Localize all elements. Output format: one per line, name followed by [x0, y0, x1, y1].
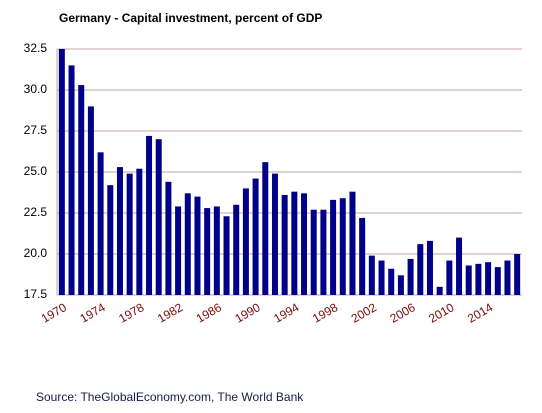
x-tick-label: 1970	[39, 300, 69, 326]
bar	[485, 262, 492, 295]
bar	[194, 196, 201, 295]
bar	[175, 206, 182, 295]
bar	[281, 194, 288, 295]
bar	[87, 106, 94, 296]
bar	[107, 185, 114, 295]
bar	[242, 188, 249, 295]
bar	[271, 173, 278, 295]
bar	[436, 286, 443, 295]
x-tick-label: 1990	[233, 300, 263, 326]
x-tick-label: 1986	[194, 300, 224, 326]
y-tick-label: 20.0	[24, 246, 48, 260]
bar	[291, 191, 298, 295]
bar	[446, 260, 453, 295]
bar	[378, 260, 385, 295]
bar	[310, 209, 317, 295]
x-tick-label: 2006	[388, 300, 418, 326]
x-tick-label: 1982	[155, 300, 185, 326]
x-tick-label: 1998	[310, 300, 340, 326]
bar	[301, 193, 308, 295]
source-note: Source: TheGlobalEconomy.com, The World …	[36, 390, 304, 404]
bar	[504, 260, 511, 295]
bar	[126, 173, 133, 295]
bar	[136, 168, 143, 295]
bar	[204, 208, 211, 295]
bar	[155, 139, 162, 295]
chart-title: Germany - Capital investment, percent of…	[59, 11, 322, 25]
bar	[388, 268, 395, 295]
bar	[252, 178, 259, 295]
bar	[494, 267, 501, 295]
bar	[465, 265, 472, 295]
x-tick-label: 2010	[426, 300, 456, 326]
y-tick-label: 25.0	[24, 164, 48, 178]
bar	[339, 198, 346, 295]
bar	[58, 49, 65, 295]
bar	[184, 193, 191, 295]
bar	[320, 209, 327, 295]
bar	[97, 152, 104, 295]
bar	[165, 181, 172, 295]
bar	[368, 255, 375, 295]
bar	[397, 275, 404, 295]
bar	[426, 240, 433, 295]
bar	[475, 263, 482, 295]
x-tick-label: 1978	[116, 300, 146, 326]
x-tick-label: 1974	[78, 300, 108, 326]
bar	[233, 204, 240, 295]
bar	[330, 199, 337, 295]
bar	[262, 162, 269, 295]
y-tick-label: 17.5	[24, 287, 48, 301]
y-tick-label: 22.5	[24, 205, 48, 219]
bar	[417, 244, 424, 295]
x-tick-label: 2002	[349, 300, 379, 326]
bar	[223, 216, 230, 295]
bar	[78, 85, 85, 295]
y-tick-label: 27.5	[24, 123, 48, 137]
bar	[146, 135, 153, 295]
bar	[514, 254, 521, 295]
y-tick-label: 32.5	[24, 41, 48, 55]
bar	[68, 65, 75, 296]
bar	[116, 167, 123, 295]
x-tick-label: 1994	[271, 300, 301, 326]
bar	[213, 206, 220, 295]
bar	[407, 258, 414, 295]
bar	[349, 191, 356, 295]
bar	[359, 217, 366, 295]
bar	[456, 237, 463, 295]
y-tick-label: 30.0	[24, 82, 48, 96]
x-tick-label: 2014	[465, 300, 495, 326]
